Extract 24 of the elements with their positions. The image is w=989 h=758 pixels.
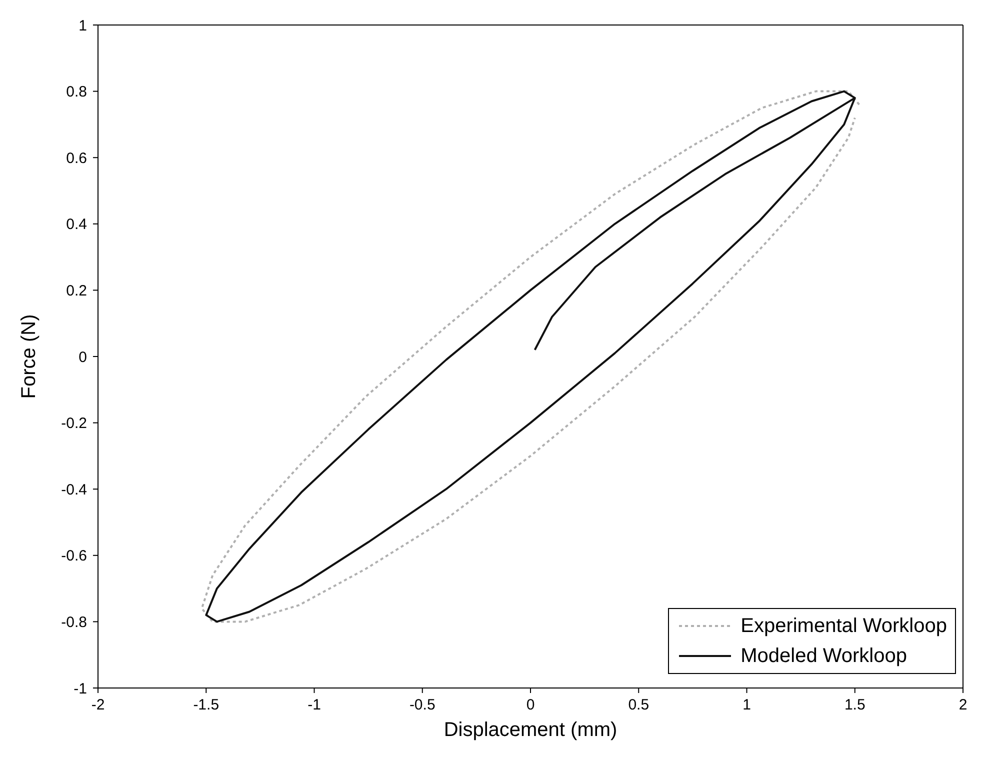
legend-label: Modeled Workloop [740,644,907,668]
x-tick-label: 1 [742,696,751,714]
y-tick-label: 0.8 [66,84,87,101]
y-tick-label: 0.6 [66,150,87,167]
y-tick-label: -0.2 [61,415,87,432]
x-tick-label: -2 [91,696,105,714]
x-tick-label: 0 [526,696,535,714]
y-tick-label: 0 [78,348,87,366]
x-tick-label: 2 [958,696,968,714]
y-tick-label: 0.2 [66,282,87,300]
y-tick-label: 1 [78,17,87,34]
x-tick-label: 1.5 [844,696,866,714]
y-tick-label: -0.4 [61,481,87,498]
x-tick-label: -0.5 [409,696,436,714]
y-tick-label: 0.4 [66,216,87,234]
x-tick-label: -1.5 [193,696,220,714]
y-tick-label: -0.8 [61,614,87,632]
legend-label: Experimental Workloop [740,614,947,638]
x-tick-label: 0.5 [628,696,650,714]
x-axis-title: Displacement (mm) [444,719,618,741]
y-axis-title: Force (N) [18,314,40,399]
y-tick-label: -0.6 [61,548,87,565]
y-tick-label: -1 [74,680,87,698]
x-tick-label: -1 [308,696,321,714]
